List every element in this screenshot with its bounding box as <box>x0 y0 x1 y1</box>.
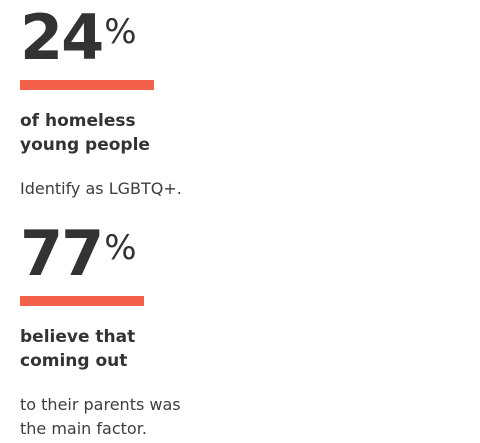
stat-description-line: to their parents was <box>20 395 181 414</box>
stat-block-lgbtq: 24 % of homeless young people Identify a… <box>20 0 460 201</box>
stat-description-line: Identify as LGBTQ+. <box>20 179 182 198</box>
percent-sign: % <box>104 12 137 52</box>
stat-headline: of homeless young people <box>20 109 280 157</box>
stat-headline-line: coming out <box>20 351 128 371</box>
stat-headline-line: believe that <box>20 327 136 347</box>
stat-figure: 24 % <box>20 0 460 76</box>
stat-headline-line: young people <box>20 135 150 155</box>
accent-bar <box>20 296 144 306</box>
accent-bar <box>20 80 154 90</box>
stat-description-line: the main factor. <box>20 419 147 438</box>
stat-figure: 77 % <box>20 216 460 292</box>
stat-description: to their parents was the main factor. <box>20 393 280 441</box>
stat-headline: believe that coming out <box>20 325 280 373</box>
stat-number: 24 <box>20 1 104 74</box>
stat-block-coming-out: 77 % believe that coming out to their pa… <box>20 216 460 441</box>
stat-number: 77 <box>20 217 104 290</box>
stat-description: Identify as LGBTQ+. <box>20 177 280 201</box>
stat-headline-line: of homeless <box>20 111 136 131</box>
percent-sign: % <box>104 228 137 268</box>
